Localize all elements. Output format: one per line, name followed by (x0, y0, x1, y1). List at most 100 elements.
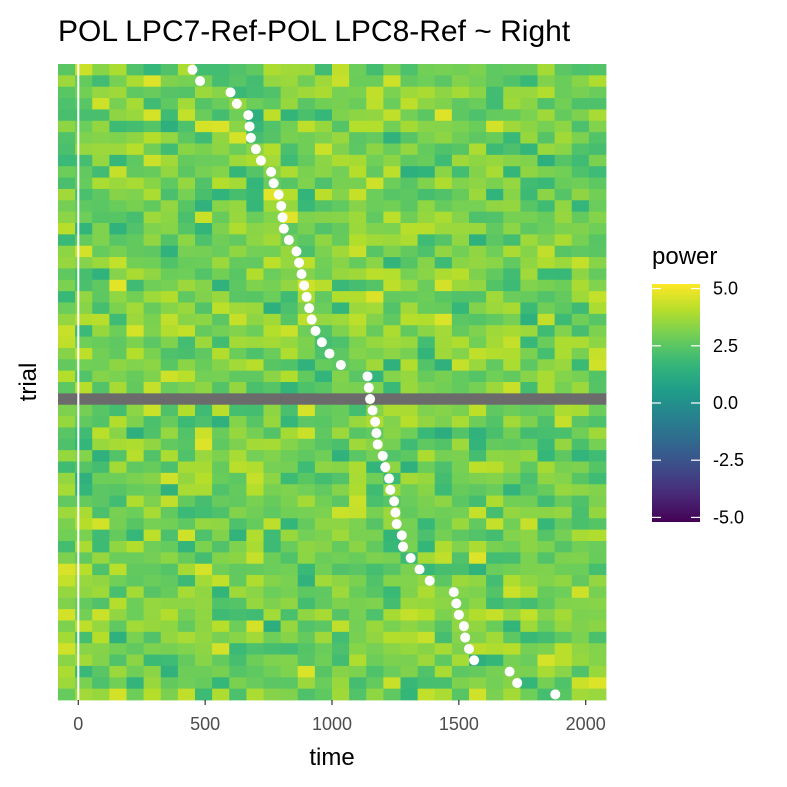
heatmap-tile (58, 291, 76, 303)
event-marker-point (301, 291, 312, 302)
heatmap-tile (366, 620, 384, 633)
heatmap-tile (92, 325, 110, 337)
heatmap-tile (366, 541, 384, 553)
heatmap-tile (503, 484, 521, 496)
heatmap-tile (195, 143, 213, 156)
heatmap-tile (314, 234, 333, 247)
event-marker-point (362, 371, 373, 382)
heatmap-tile (451, 336, 470, 349)
heatmap-tile (263, 313, 282, 326)
heatmap-tile (554, 575, 573, 587)
heatmap-tile (366, 643, 384, 655)
heatmap-tile (520, 450, 538, 462)
heatmap-tile (229, 552, 247, 565)
heatmap-tile (383, 64, 401, 76)
heatmap-tile (195, 688, 213, 701)
heatmap-tile (554, 563, 573, 576)
heatmap-tile (451, 291, 470, 303)
heatmap-tile (434, 200, 453, 213)
heatmap-tile (75, 279, 93, 292)
heatmap-tile (212, 518, 230, 531)
heatmap-tile (332, 75, 350, 88)
heatmap-tile (332, 86, 350, 99)
heatmap-tile (554, 143, 573, 156)
heatmap-tile (349, 109, 367, 122)
heatmap-tile (160, 506, 179, 519)
heatmap-tile (588, 98, 607, 110)
heatmap-tile (554, 257, 573, 269)
heatmap-tile (469, 86, 487, 99)
heatmap-tile (383, 268, 401, 281)
heatmap-tile (177, 268, 196, 281)
heatmap-tile (212, 64, 230, 76)
heatmap-tile (195, 563, 213, 576)
heatmap-tile (332, 450, 350, 462)
heatmap-tile (434, 166, 453, 178)
heatmap-tile (503, 132, 521, 144)
heatmap-tile (434, 484, 453, 496)
heatmap-tile (469, 677, 487, 690)
heatmap-tile (263, 688, 282, 701)
heatmap-tile (400, 609, 419, 621)
heatmap-tile (280, 518, 299, 531)
heatmap-tile (434, 472, 453, 485)
heatmap-tile (177, 643, 196, 655)
heatmap-tile (503, 404, 521, 417)
heatmap-tile (434, 382, 453, 394)
heatmap-tile (434, 427, 453, 440)
heatmap-tile (400, 404, 419, 417)
heatmap-tile (229, 86, 247, 99)
heatmap-tile (195, 223, 213, 235)
heatmap-tile (434, 643, 453, 655)
heatmap-tile (588, 393, 607, 406)
event-marker-point (398, 541, 409, 552)
heatmap-tile (469, 518, 487, 531)
heatmap-tile (417, 279, 436, 292)
heatmap-tile (400, 132, 419, 144)
event-marker-point (365, 394, 376, 405)
heatmap-tile (92, 211, 110, 224)
heatmap-tile (366, 382, 384, 394)
heatmap-tile (58, 382, 76, 394)
heatmap-tile (297, 347, 316, 360)
heatmap-tile (263, 495, 282, 508)
heatmap-tile (469, 552, 487, 565)
event-marker-point (324, 348, 335, 359)
heatmap-tile (195, 393, 213, 406)
heatmap-tile (229, 450, 247, 462)
heatmap-tile (383, 245, 401, 258)
heatmap-tile (503, 382, 521, 394)
heatmap-tile (332, 268, 350, 281)
heatmap-tile (349, 438, 367, 451)
heatmap-tile (229, 211, 247, 224)
heatmap-tile (588, 597, 607, 610)
heatmap-tile (177, 200, 196, 213)
heatmap-tile (332, 506, 350, 519)
heatmap-tile (571, 416, 590, 428)
heatmap-tile (503, 325, 521, 337)
heatmap-tile (571, 132, 590, 144)
heatmap-tile (486, 484, 504, 496)
heatmap-tile (400, 427, 419, 440)
heatmap-tile (400, 177, 419, 190)
heatmap-tile (160, 643, 179, 655)
heatmap-tile (417, 484, 436, 496)
heatmap-tile (486, 120, 504, 133)
heatmap-tile (143, 223, 162, 235)
event-marker-point (296, 269, 307, 280)
heatmap-tile (126, 665, 145, 678)
heatmap-tile (332, 234, 350, 247)
heatmap-tile (126, 120, 145, 133)
heatmap-tile (109, 370, 127, 383)
heatmap-tile (280, 257, 299, 269)
heatmap-tile (588, 359, 607, 372)
heatmap-tile (486, 211, 504, 224)
heatmap-tile (58, 268, 76, 281)
heatmap-tile (383, 120, 401, 133)
heatmap-tile (383, 291, 401, 303)
heatmap-tile (571, 484, 590, 496)
heatmap-tile (160, 347, 179, 360)
heatmap-tile (212, 541, 230, 553)
heatmap-tile (366, 495, 384, 508)
heatmap-tile (588, 109, 607, 122)
